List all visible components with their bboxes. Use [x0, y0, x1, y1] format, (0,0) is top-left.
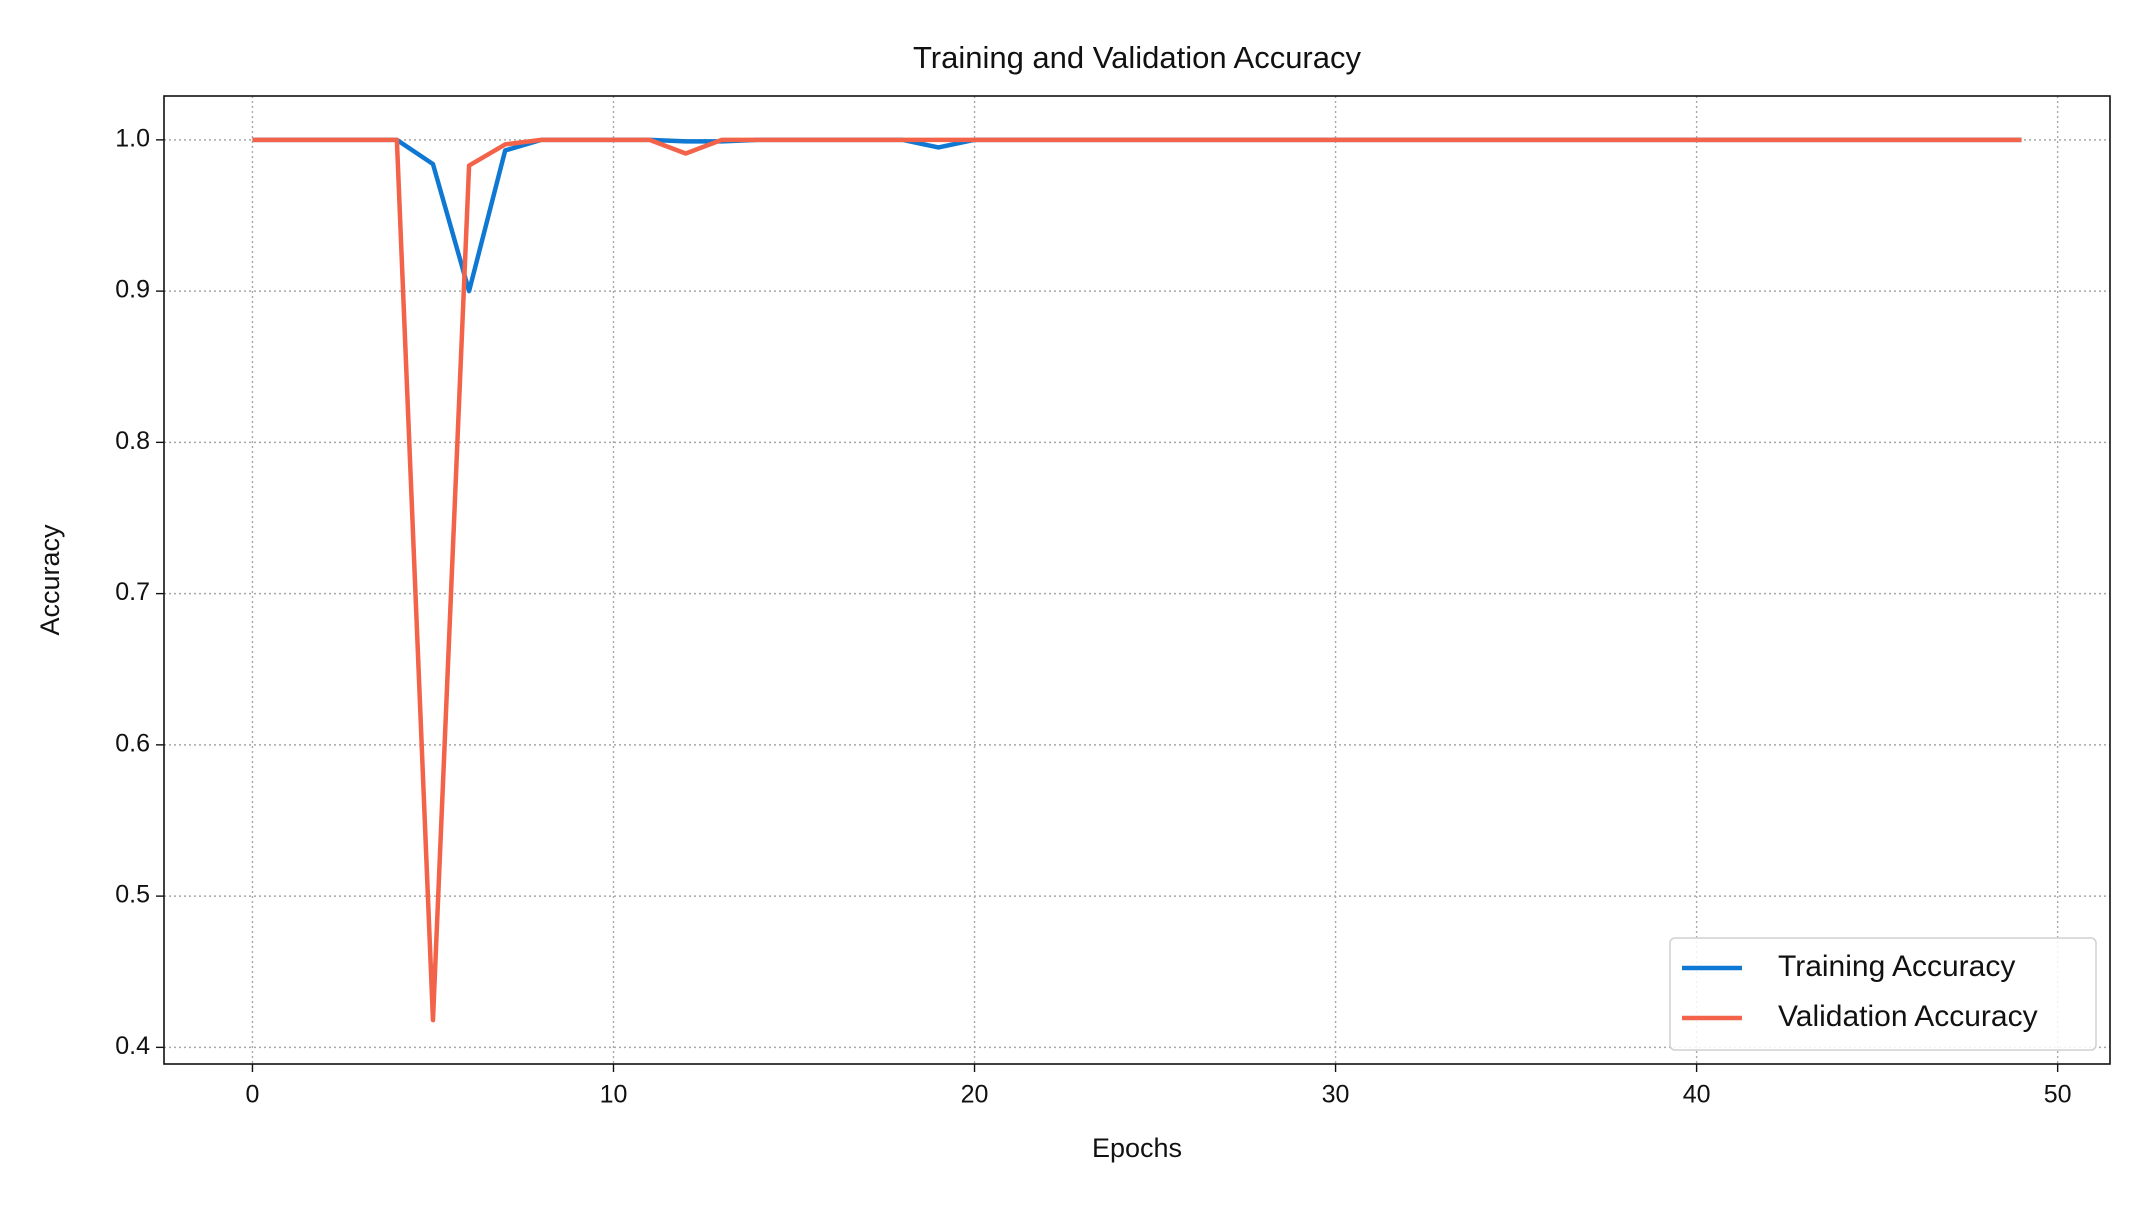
- series-line: [252, 137, 2022, 1023]
- legend-label: Training Accuracy: [1778, 950, 2015, 983]
- chart-title: Training and Validation Accuracy: [913, 40, 1362, 75]
- x-axis-label: Epochs: [1092, 1133, 1182, 1163]
- y-tick-label: 0.7: [115, 578, 150, 606]
- y-tick-label: 0.5: [115, 881, 150, 909]
- y-tick-label: 0.4: [115, 1032, 150, 1060]
- y-tick-label: 0.9: [115, 276, 150, 304]
- y-tick-label: 0.8: [115, 427, 150, 455]
- x-tick-label: 0: [246, 1081, 260, 1109]
- x-tick-label: 30: [1322, 1081, 1350, 1109]
- legend-box: [1669, 937, 2097, 1051]
- x-tick-label: 50: [2044, 1081, 2072, 1109]
- x-tick-label: 20: [961, 1081, 989, 1109]
- y-axis-label: Accuracy: [35, 524, 65, 636]
- x-tick-label: 10: [600, 1081, 628, 1109]
- plot-frame: [163, 95, 2111, 1065]
- y-tick-label: 1.0: [115, 124, 150, 152]
- x-tick-label: 40: [1683, 1081, 1711, 1109]
- legend-label: Validation Accuracy: [1778, 1000, 2038, 1033]
- y-tick-label: 0.6: [115, 729, 150, 757]
